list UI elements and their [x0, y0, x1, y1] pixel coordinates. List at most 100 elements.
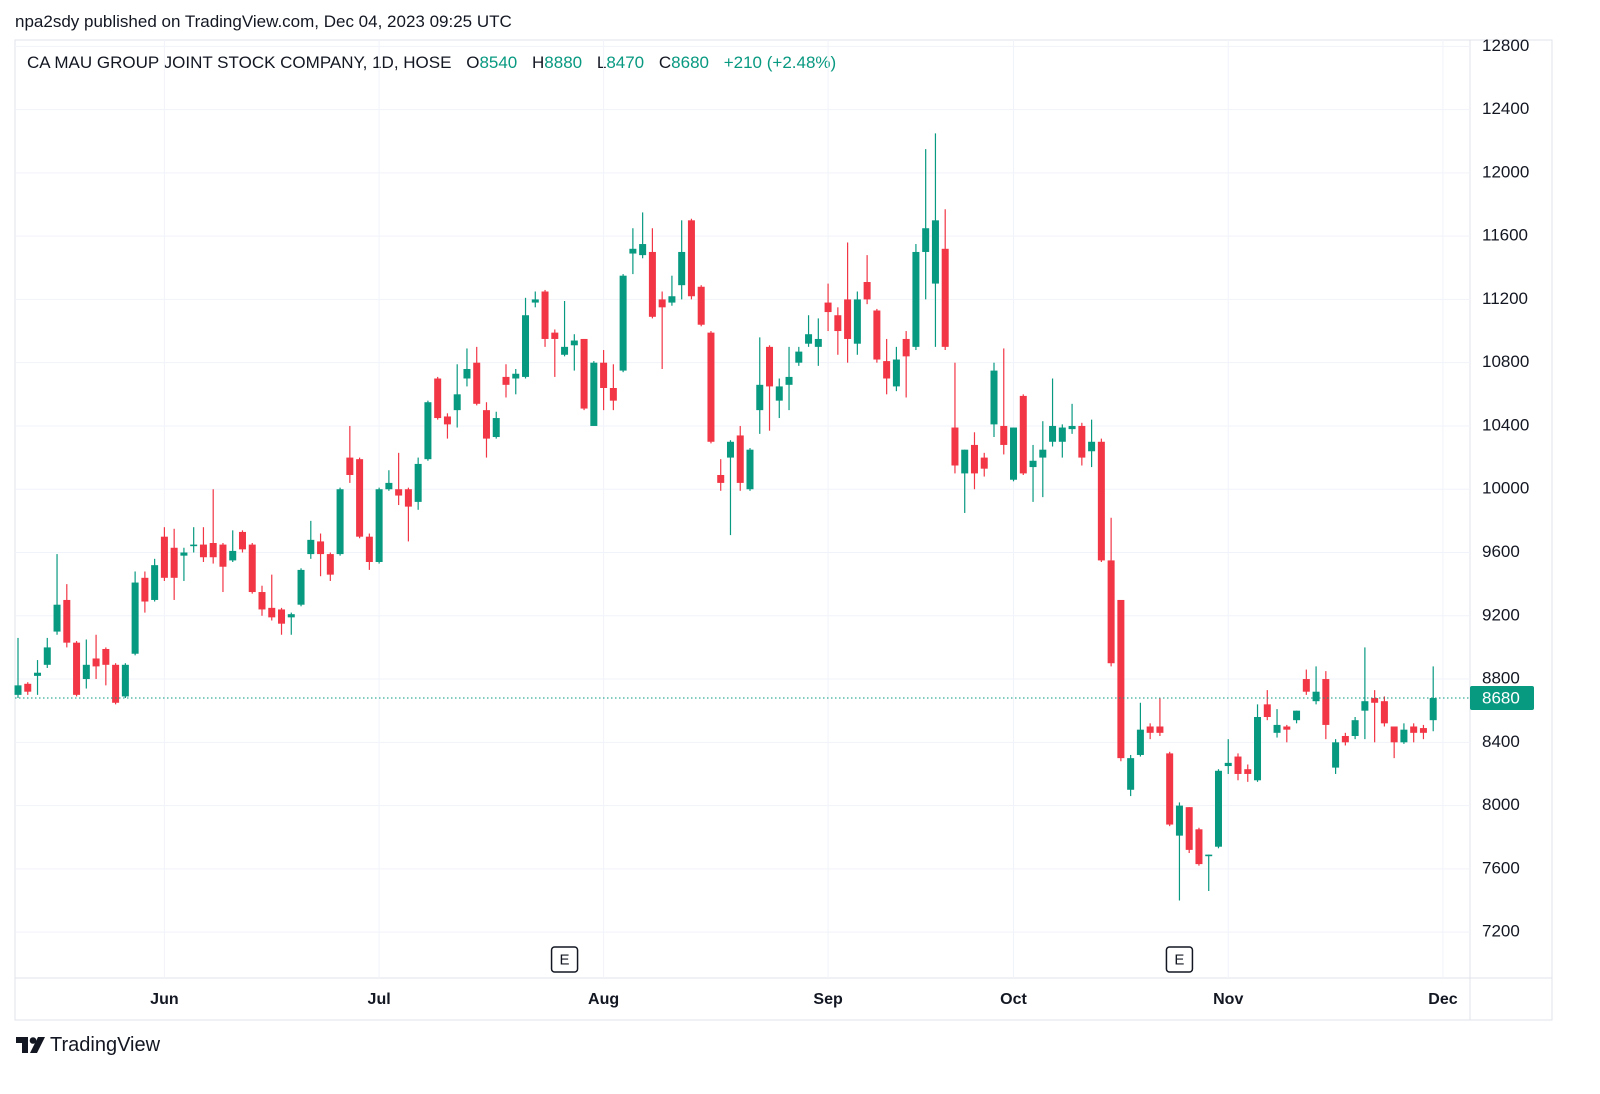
candle-body — [678, 251, 686, 286]
candle-body — [746, 449, 754, 490]
candle-body — [102, 648, 110, 665]
candle-body — [707, 332, 715, 442]
y-tick-label: 11600 — [1482, 226, 1528, 245]
candle-body — [238, 531, 246, 550]
candle-body — [912, 251, 920, 347]
earnings-label: E — [1174, 951, 1184, 968]
logo-part — [16, 1036, 28, 1053]
y-tick-label: 10400 — [1482, 415, 1529, 434]
candle-body — [14, 685, 22, 695]
x-tick-label: Aug — [588, 991, 619, 1008]
candle-body — [931, 220, 939, 284]
candle-body — [1166, 753, 1174, 825]
candle-body — [53, 604, 61, 632]
ohlc-key: H — [532, 53, 545, 72]
candle-body — [1039, 449, 1047, 458]
candle-body — [1224, 762, 1232, 767]
candle-body — [766, 346, 774, 387]
candle-body — [629, 248, 637, 254]
candle-body — [834, 315, 842, 332]
y-tick-label: 7200 — [1482, 922, 1520, 941]
symbol-title: CA MAU GROUP JOINT STOCK COMPANY, 1D, HO… — [27, 53, 452, 72]
x-tick-label: Jun — [150, 991, 178, 1008]
candle-body — [775, 386, 783, 401]
candle-body — [1302, 679, 1310, 692]
candle-body — [873, 310, 881, 360]
candle-body — [756, 384, 764, 411]
candle-body — [531, 299, 539, 303]
candle-body — [141, 577, 149, 602]
candle-body — [658, 299, 666, 308]
candle-body — [1049, 425, 1057, 442]
candle-body — [199, 544, 207, 558]
chart: 7200 7600 8000 8400 8800 9200 9600 10000 10400 10… — [14, 36, 1553, 1021]
candle-body — [1000, 425, 1008, 445]
candle-body — [1136, 729, 1144, 755]
candle-body — [785, 376, 793, 385]
candle-body — [1010, 427, 1018, 480]
candle-body — [473, 362, 481, 404]
legend: CA MAU GROUP JOINT STOCK COMPANY, 1D, HO… — [27, 53, 836, 73]
candle-body — [736, 435, 744, 483]
candle-body — [317, 541, 325, 555]
candle-body — [1156, 726, 1164, 733]
earnings-marker — [1165, 946, 1194, 973]
candle-body — [160, 536, 168, 578]
candle-body — [346, 457, 354, 475]
candle-body — [1175, 805, 1183, 836]
candle-body — [1390, 726, 1398, 743]
candle-body — [541, 291, 549, 339]
candle-body — [1341, 735, 1349, 743]
candle-body — [404, 489, 412, 507]
candle-body — [326, 554, 334, 575]
plot: 7200 7600 8000 8400 8800 9200 9600 10000 10400 10… — [14, 36, 1534, 1008]
candle-body — [151, 565, 159, 600]
ohlc-value: 8470 — [606, 53, 645, 72]
candle-body — [1400, 729, 1408, 743]
candle-body — [356, 459, 364, 537]
brand: TradingView — [16, 1034, 160, 1057]
candle-body — [414, 463, 422, 502]
ohlc-value: 8680 — [671, 53, 709, 72]
candle-body — [112, 664, 120, 703]
candle-body — [502, 376, 510, 385]
candle-body — [258, 592, 266, 610]
candle-body — [297, 569, 305, 605]
candle-body — [1429, 698, 1437, 721]
publish-info: npa2sdy published on TradingView.com, De… — [15, 12, 512, 31]
candle-body — [1410, 726, 1418, 733]
candle-body — [209, 543, 217, 558]
y-tick-label: 12400 — [1482, 99, 1529, 118]
candle-body — [990, 370, 998, 425]
y-tick-label: 8000 — [1482, 795, 1520, 814]
y-tick-label: 10800 — [1482, 352, 1529, 371]
y-tick-label: 8400 — [1482, 732, 1520, 751]
candle-body — [219, 544, 227, 567]
candle-body — [980, 457, 988, 469]
y-tick-label: 7600 — [1482, 858, 1520, 877]
candle-body — [453, 394, 461, 411]
candle-body — [1273, 724, 1281, 733]
candle-body — [287, 614, 295, 618]
candle-body — [892, 359, 900, 387]
candle-body — [717, 474, 725, 483]
candle-body — [941, 248, 949, 347]
last-price-label: 8680 — [1482, 689, 1520, 708]
brand-name: TradingView — [50, 1034, 161, 1056]
candle-body — [1205, 854, 1213, 857]
earnings-marker — [550, 946, 579, 973]
change: +210 (+2.48%) — [723, 53, 837, 72]
x-tick-label: Oct — [1000, 991, 1027, 1008]
logo-part — [30, 1036, 45, 1053]
candle-body — [1078, 425, 1086, 458]
candle-body — [1312, 691, 1320, 702]
x-tick-label: Nov — [1213, 991, 1243, 1008]
candle-body — [1322, 679, 1330, 725]
frame-border — [14, 39, 1553, 1021]
candle-body — [561, 346, 569, 355]
candle-body — [814, 338, 822, 347]
candle-body — [434, 378, 442, 419]
brand-logo — [16, 1036, 45, 1053]
candle-body — [492, 418, 500, 438]
